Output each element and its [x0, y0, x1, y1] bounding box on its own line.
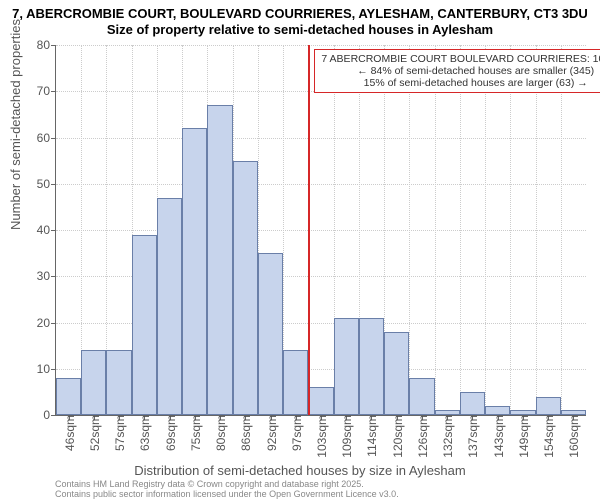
- gridline-h: [56, 45, 586, 46]
- ytick-label: 20: [37, 316, 56, 330]
- x-axis-label: Distribution of semi-detached houses by …: [0, 463, 600, 478]
- gridline-h: [56, 230, 586, 231]
- xtick-label: 154sqm: [540, 415, 556, 458]
- marker-line: [308, 45, 310, 415]
- xtick-label: 149sqm: [515, 415, 531, 458]
- annotation-line3: 15% of semi-detached houses are larger (…: [321, 77, 600, 89]
- histogram-bar: [56, 378, 81, 415]
- xtick-label: 143sqm: [490, 415, 506, 458]
- ytick-label: 80: [37, 38, 56, 52]
- gridline-v: [485, 45, 486, 415]
- xtick-label: 63sqm: [136, 415, 152, 451]
- histogram-bar: [334, 318, 359, 415]
- gridline-v: [536, 45, 537, 415]
- ytick-label: 10: [37, 362, 56, 376]
- histogram-bar: [435, 410, 460, 415]
- xtick-label: 97sqm: [288, 415, 304, 451]
- gridline-h: [56, 138, 586, 139]
- histogram-bar: [132, 235, 157, 415]
- chart-title-line2: Size of property relative to semi-detach…: [0, 22, 600, 37]
- histogram-bar: [460, 392, 485, 415]
- xtick-label: 132sqm: [439, 415, 455, 458]
- xtick-label: 75sqm: [187, 415, 203, 451]
- histogram-bar: [258, 253, 283, 415]
- xtick-label: 57sqm: [111, 415, 127, 451]
- xtick-label: 126sqm: [414, 415, 430, 458]
- histogram-bar: [106, 350, 131, 415]
- chart-title-line1: 7, ABERCROMBIE COURT, BOULEVARD COURRIER…: [0, 6, 600, 21]
- xtick-label: 92sqm: [263, 415, 279, 451]
- xtick-label: 114sqm: [363, 415, 379, 457]
- xtick-label: 103sqm: [313, 415, 329, 458]
- gridline-v: [460, 45, 461, 415]
- ytick-label: 0: [43, 408, 56, 422]
- chart-container: 7, ABERCROMBIE COURT, BOULEVARD COURRIER…: [0, 0, 600, 500]
- histogram-bar: [359, 318, 384, 415]
- ytick-label: 60: [37, 131, 56, 145]
- xtick-label: 46sqm: [61, 415, 77, 451]
- xtick-label: 137sqm: [464, 415, 480, 458]
- gridline-v: [409, 45, 410, 415]
- annotation-line2: ← 84% of semi-detached houses are smalle…: [321, 65, 600, 77]
- gridline-v: [435, 45, 436, 415]
- histogram-bar: [182, 128, 207, 415]
- ytick-label: 70: [37, 84, 56, 98]
- histogram-bar: [536, 397, 561, 416]
- histogram-bar: [308, 387, 333, 415]
- gridline-v: [561, 45, 562, 415]
- xtick-label: 80sqm: [212, 415, 228, 451]
- y-axis-label: Number of semi-detached properties: [8, 19, 23, 230]
- credit-text: Contains HM Land Registry data © Crown c…: [55, 480, 399, 500]
- xtick-label: 109sqm: [338, 415, 354, 458]
- histogram-bar: [157, 198, 182, 415]
- xtick-label: 160sqm: [565, 415, 581, 458]
- histogram-bar: [485, 406, 510, 415]
- xtick-label: 120sqm: [389, 415, 405, 458]
- gridline-v: [510, 45, 511, 415]
- histogram-bar: [409, 378, 434, 415]
- histogram-bar: [233, 161, 258, 415]
- gridline-h: [56, 184, 586, 185]
- xtick-label: 52sqm: [86, 415, 102, 451]
- marker-annotation: 7 ABERCROMBIE COURT BOULEVARD COURRIERES…: [314, 49, 600, 93]
- plot-area: 0102030405060708046sqm52sqm57sqm63sqm69s…: [55, 45, 586, 416]
- ytick-label: 40: [37, 223, 56, 237]
- histogram-bar: [207, 105, 232, 415]
- xtick-label: 69sqm: [162, 415, 178, 451]
- histogram-bar: [384, 332, 409, 415]
- credit-line2: Contains public sector information licen…: [55, 490, 399, 500]
- histogram-bar: [510, 410, 535, 415]
- histogram-bar: [561, 410, 586, 415]
- annotation-line1: 7 ABERCROMBIE COURT BOULEVARD COURRIERES…: [321, 53, 600, 65]
- ytick-label: 50: [37, 177, 56, 191]
- ytick-label: 30: [37, 269, 56, 283]
- histogram-bar: [283, 350, 308, 415]
- xtick-label: 86sqm: [237, 415, 253, 451]
- histogram-bar: [81, 350, 106, 415]
